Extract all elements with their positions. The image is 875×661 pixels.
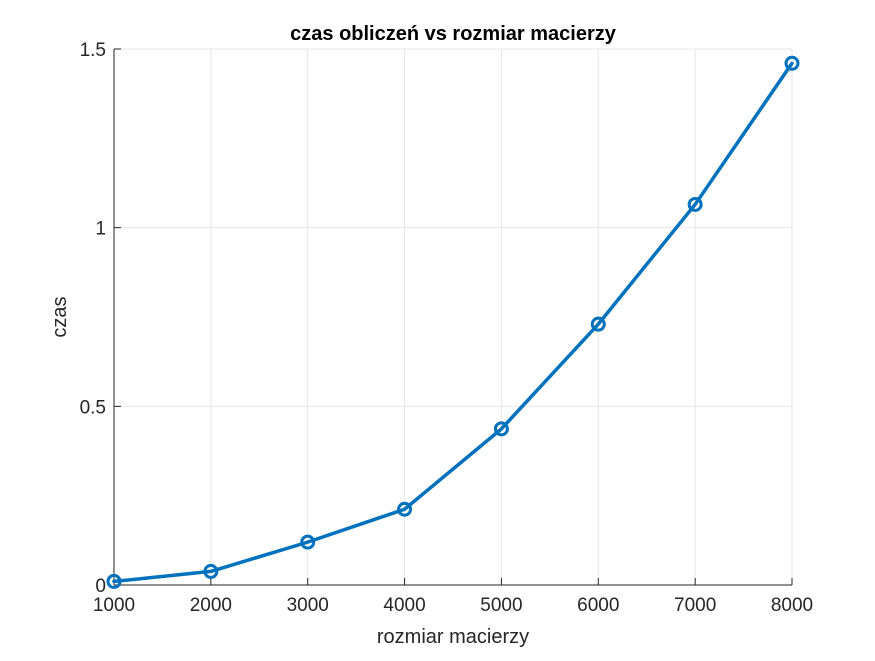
y-tick-label: 0.5	[80, 397, 106, 418]
y-tick-label: 0	[95, 576, 106, 597]
data-point	[687, 196, 703, 212]
y-axis-label: czas	[49, 296, 71, 337]
data-series	[106, 55, 800, 589]
x-tick-label: 7000	[674, 595, 716, 616]
data-point	[203, 563, 219, 579]
chart-title: czas obliczeń vs rozmiar macierzy	[290, 23, 617, 45]
series-line	[112, 61, 794, 584]
data-point	[784, 55, 800, 71]
x-tick-label: 8000	[771, 595, 813, 616]
data-point	[106, 573, 122, 589]
data-point	[590, 316, 606, 332]
axes	[113, 49, 792, 586]
y-tick-label: 1	[95, 219, 106, 240]
x-tick-label: 1000	[93, 595, 135, 616]
data-point	[493, 421, 509, 437]
x-tick-label: 5000	[480, 595, 522, 616]
y-axis-ticks: 0 0.5 1 1.5	[80, 40, 121, 597]
data-point	[397, 501, 413, 517]
x-axis-label: rozmiar macierzy	[377, 626, 529, 648]
plot-background	[114, 49, 792, 585]
x-tick-label: 4000	[383, 595, 425, 616]
y-tick-label: 1.5	[80, 40, 106, 61]
data-point	[300, 534, 316, 550]
x-axis-ticks: 1000 2000 3000 4000 5000 6000 7000 8000	[93, 578, 813, 616]
x-tick-label: 6000	[577, 595, 619, 616]
x-tick-label: 3000	[287, 595, 329, 616]
x-tick-label: 2000	[190, 595, 232, 616]
